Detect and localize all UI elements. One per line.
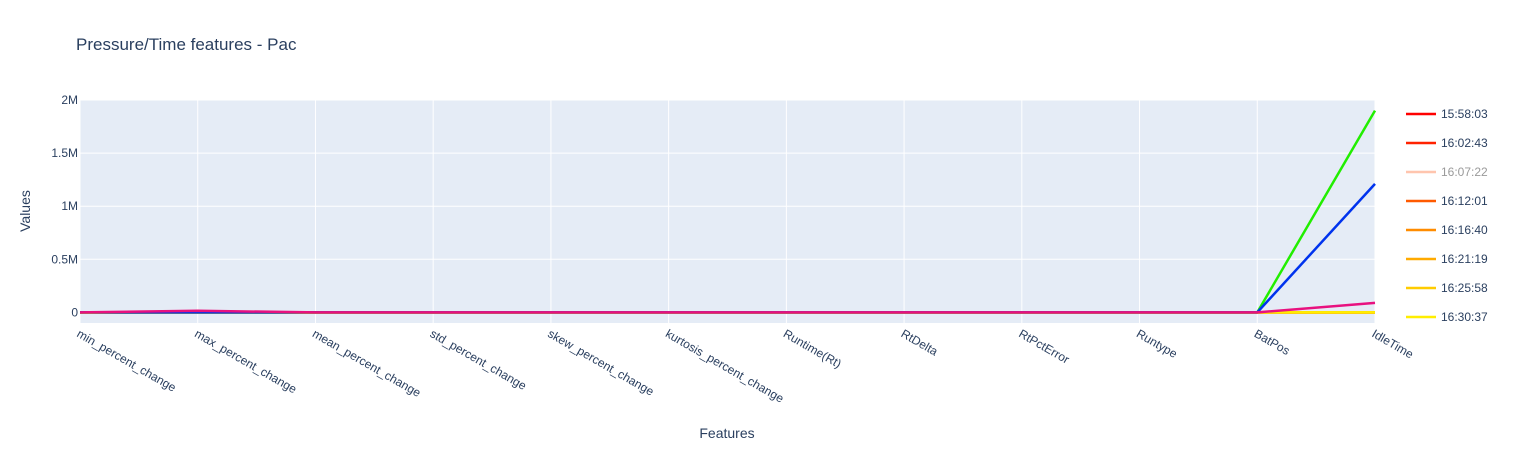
series-lines [79,109,1377,314]
legend-label: 15:58:03 [1441,107,1488,121]
y-tick-labels: 0 0.5M 1M 1.5M 2M [51,93,78,319]
legend-label: 16:21:19 [1441,252,1488,266]
x-tick-label: RtPctError [1016,326,1072,366]
x-tick-label: mean_percent_change [310,326,424,400]
legend-item[interactable]: 16:07:22 [1406,165,1488,179]
legend-item[interactable]: 16:25:58 [1406,281,1488,295]
x-tick-label: std_percent_change [428,326,529,393]
legend-item[interactable]: 15:58:03 [1406,107,1488,121]
legend-item[interactable]: 16:30:37 [1406,310,1488,324]
legend-item[interactable]: 16:21:19 [1406,252,1488,266]
x-tick-label: BatPos [1252,326,1293,357]
legend-item[interactable]: 16:02:43 [1406,136,1488,150]
y-axis-title: Values [17,190,33,232]
legend-item[interactable]: 16:12:01 [1406,194,1488,208]
legend-label: 16:12:01 [1441,194,1488,208]
plot-area [80,100,1375,323]
x-tick-label: RtDelta [899,326,941,358]
y-tick-label: 2M [61,93,78,107]
legend-item[interactable]: 16:16:40 [1406,223,1488,237]
legend-label: 16:02:43 [1441,136,1488,150]
x-tick-label: kurtosis_percent_change [663,326,786,405]
legend-label: 16:07:22 [1441,165,1488,179]
y-tick-label: 0.5M [51,252,78,266]
legend-label: 16:30:37 [1441,310,1488,324]
series-line [79,301,1376,314]
y-tick-label: 0 [71,305,78,319]
legend[interactable]: 15:58:03 16:02:43 16:07:22 16:12:01 16:16:40… [1406,107,1488,324]
x-tick-label: skew_percent_change [545,326,656,398]
x-tick-label: max_percent_change [192,326,299,396]
x-tick-label: min_percent_change [75,326,179,394]
chart-title: Pressure/Time features - Pac [76,35,297,54]
legend-label: 16:16:40 [1441,223,1488,237]
x-gridlines [79,100,1376,323]
x-tick-label: Runtype [1134,326,1180,361]
y-tick-label: 1M [61,199,78,213]
y-tick-label: 1.5M [51,146,78,160]
x-tick-labels: min_percent_change max_percent_change mean… [75,326,1417,405]
x-tick-label: IdleTime [1370,326,1417,361]
legend-label: 16:25:58 [1441,281,1488,295]
x-tick-label: Runtime(Rt) [781,326,844,370]
x-axis-title: Features [699,425,754,441]
